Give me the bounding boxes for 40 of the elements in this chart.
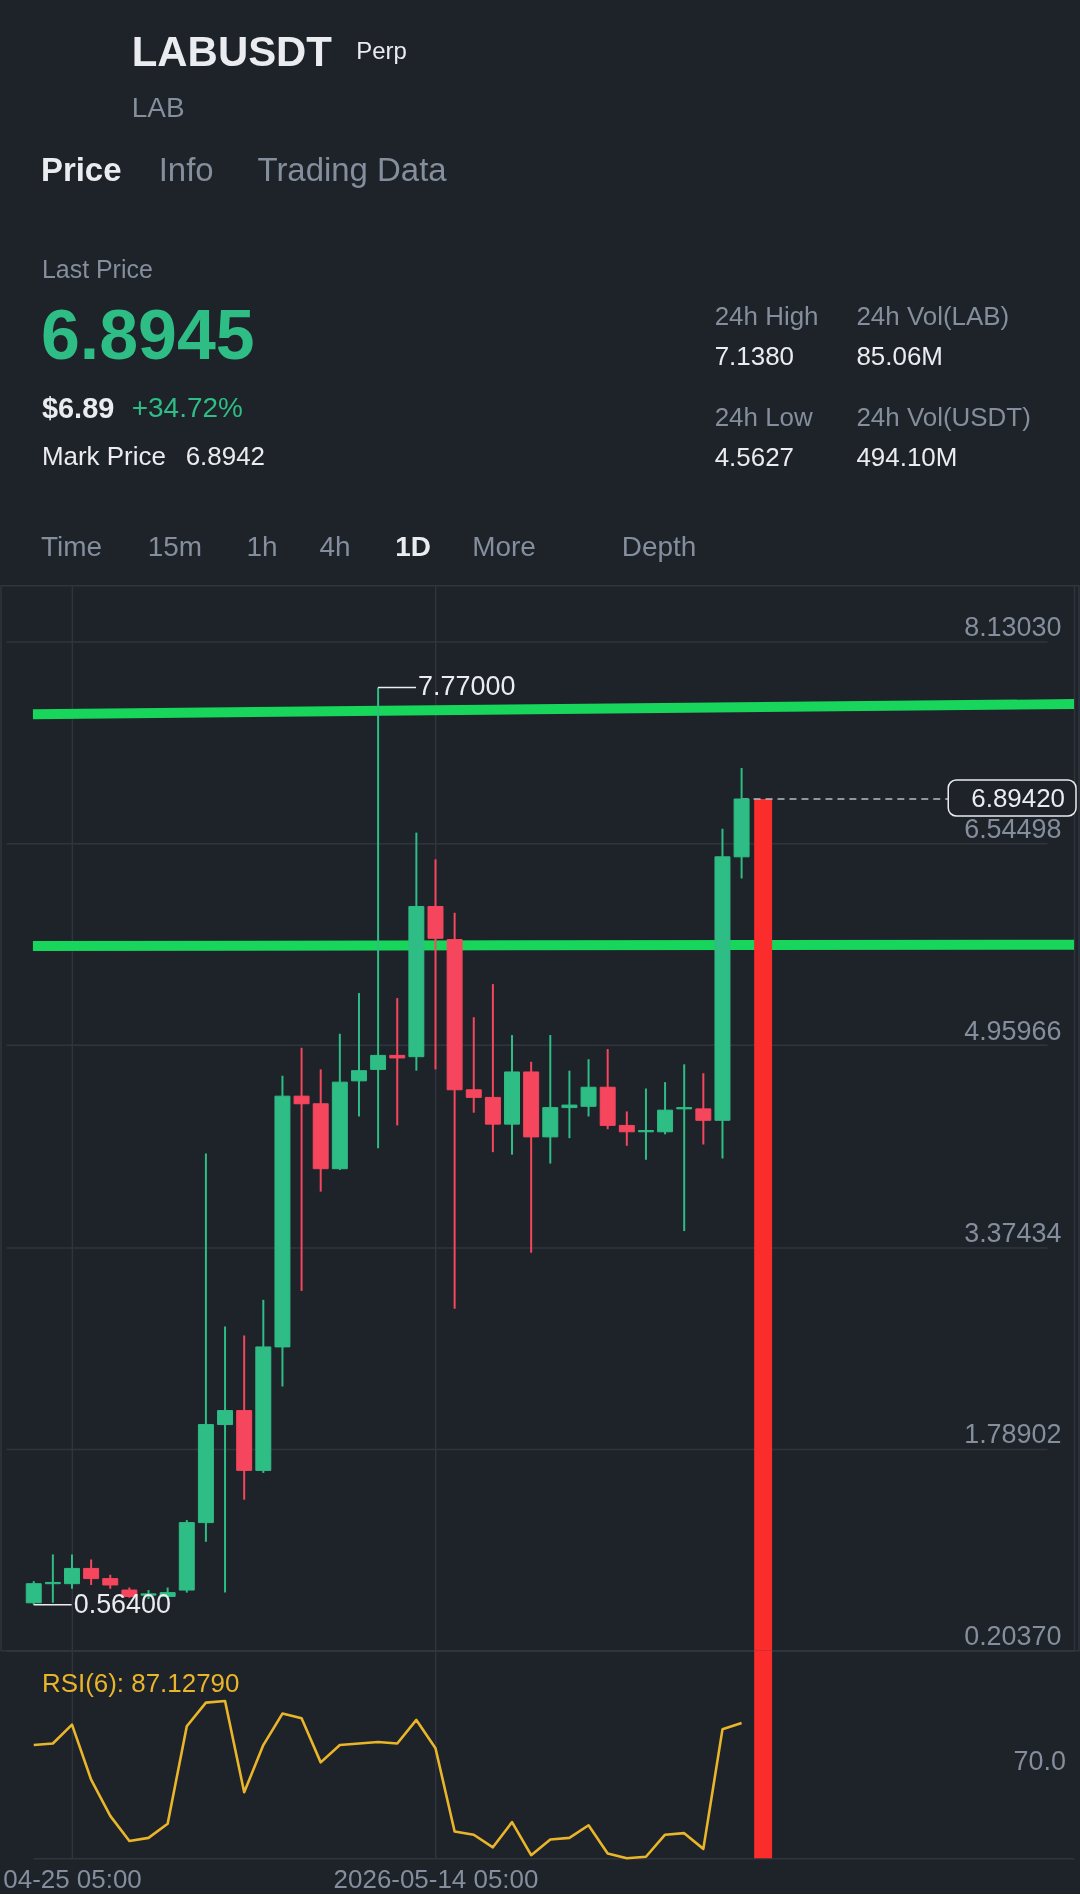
- y-tick-label: 8.13030: [964, 612, 1062, 643]
- text: 1D: [395, 530, 431, 562]
- annotation: 7.77000: [418, 671, 516, 702]
- y-tick-label: 3.37434: [964, 1217, 1062, 1248]
- x-tick-label: 04-25 05:00: [3, 1864, 142, 1893]
- text: Depth: [621, 530, 697, 562]
- text: +34.72%: [131, 391, 243, 423]
- text: 494.10M: [856, 442, 958, 471]
- text: 6.8945: [40, 296, 255, 375]
- text: 24h Vol(USDT): [856, 402, 1031, 431]
- text: Info: [158, 151, 214, 189]
- text: Time: [40, 530, 102, 562]
- text: LAB: [131, 91, 185, 123]
- text: Trading Data: [257, 151, 448, 189]
- text: 24h Low: [714, 402, 814, 431]
- series-label: RSI(6): 87.12790: [41, 1668, 240, 1697]
- ref-line-label: 6.89420: [971, 783, 1066, 812]
- text: Perp: [356, 36, 407, 64]
- y-tick-label: 0.20370: [964, 1621, 1062, 1652]
- x-tick-label: 2026-05-14 05:00: [333, 1864, 539, 1893]
- text: LABUSDT: [131, 27, 333, 75]
- annotation: 0.56400: [73, 1588, 172, 1619]
- text: $6.89: [41, 391, 115, 424]
- text: 7.1380: [714, 342, 795, 371]
- text: 6.8942: [185, 441, 265, 470]
- text: 85.06M: [856, 342, 943, 371]
- y-tick-label: 6.54498: [964, 813, 1062, 844]
- text: 24h High: [714, 302, 819, 331]
- text: 1h: [246, 530, 278, 562]
- annotation: 70.0: [1013, 1746, 1067, 1777]
- text: Mark Price: [41, 441, 166, 470]
- text: Price: [40, 151, 122, 189]
- text: 4.5627: [714, 442, 795, 471]
- text: 24h Vol(LAB): [856, 302, 1010, 331]
- text: 4h: [319, 530, 351, 562]
- text: More: [472, 530, 536, 562]
- y-tick-label: 4.95966: [964, 1015, 1062, 1046]
- text: 15m: [147, 530, 203, 562]
- text: Last Price: [41, 255, 153, 284]
- y-tick-label: 1.78902: [964, 1419, 1062, 1450]
